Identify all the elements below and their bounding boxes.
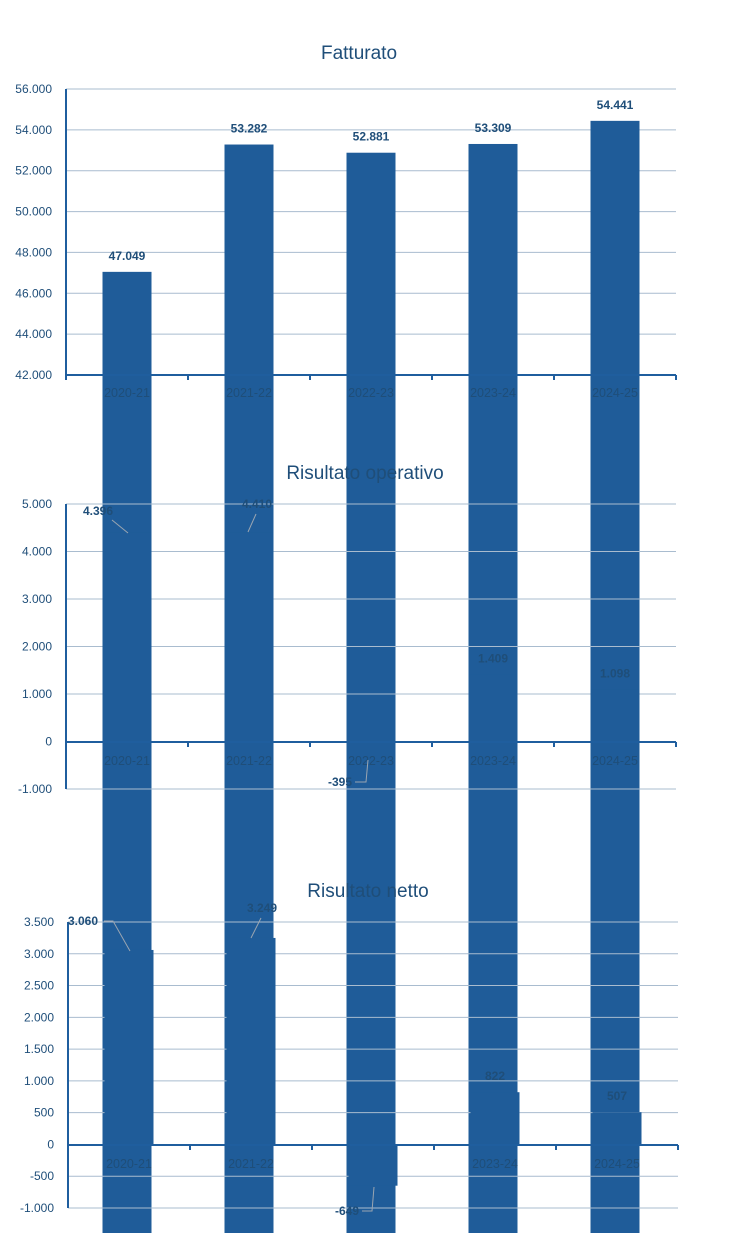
- chart2-bar-2021-22: [224, 532, 274, 742]
- chart2-category-label: 2021-22: [226, 754, 272, 768]
- chart3-data-label: -649: [335, 1204, 359, 1218]
- chart3-category-label: 2021-22: [228, 1157, 274, 1171]
- chart2-y-tick-label: 0: [45, 735, 52, 749]
- chart3-bar-2023-24: [470, 1092, 520, 1145]
- chart2-data-label: -395: [328, 775, 352, 789]
- chart1-y-tick-label: 56.000: [15, 82, 52, 96]
- chart3-data-label: 507: [607, 1089, 627, 1103]
- chart1-category-label: 2020-21: [104, 386, 150, 400]
- chart2-y-tick-label: 4.000: [22, 545, 52, 559]
- chart3-category-label: 2020-21: [106, 1157, 152, 1171]
- chart1-data-label: 52.881: [353, 130, 390, 144]
- chart1-category-label: 2022-23: [348, 386, 394, 400]
- chart1-title: Fatturato: [321, 43, 397, 64]
- chart3-y-tick-label: 3.000: [24, 947, 54, 961]
- chart1-y-tick-label: 54.000: [15, 123, 52, 137]
- chart2-y-tick-label: 2.000: [22, 640, 52, 654]
- chart3-bar-2021-22: [226, 937, 276, 1145]
- chart2-bar-2023-24: [468, 674, 518, 742]
- chart3-y-tick-label: 0: [47, 1137, 54, 1151]
- chart2-data-label: 4.410: [242, 497, 272, 511]
- chart2-leader-line: [247, 513, 257, 533]
- chart2-category-label: 2024-25: [592, 754, 638, 768]
- chart2-y-tick-label: 5.000: [22, 497, 52, 511]
- chart3-data-label: 3.060: [68, 914, 98, 928]
- chart2-leader-line: [111, 519, 129, 534]
- chart2-data-label: 4.396: [83, 504, 113, 518]
- chart3-bar-2022-23: [348, 1144, 398, 1186]
- chart3-leader-line: [250, 917, 262, 939]
- chart3-y-tick-label: 1.500: [24, 1042, 54, 1056]
- chart1-y-tick-label: 46.000: [15, 286, 52, 300]
- chart1-y-tick-label: 44.000: [15, 327, 52, 341]
- chart2-title: Risultato operativo: [286, 463, 443, 484]
- chart3-y-tick-label: -1.000: [20, 1201, 54, 1215]
- chart1-y-tick-label: 42.000: [15, 368, 52, 382]
- chart2-data-label: 1.409: [478, 652, 508, 666]
- chart3-y-tick-label: 2.000: [24, 1010, 54, 1024]
- chart2-y-tick-label: 1.000: [22, 687, 52, 701]
- chart3-data-label: 3.249: [247, 901, 277, 915]
- chart1-category-label: 2024-25: [592, 386, 638, 400]
- chart1-category-label: 2021-22: [226, 386, 272, 400]
- chart1-data-label: 47.049: [109, 249, 146, 263]
- chart3-y-tick-label: 1.000: [24, 1074, 54, 1088]
- chart3-y-tick-label: 500: [34, 1106, 54, 1120]
- chart2-bar-2020-21: [102, 532, 152, 742]
- chart3-y-tick-label: 3.500: [24, 915, 54, 929]
- chart3-leader-line: [104, 920, 131, 952]
- chart1-y-tick-label: 48.000: [15, 245, 52, 259]
- chart1-data-label: 53.309: [475, 121, 512, 135]
- chart1-bar-2024-25: [590, 120, 640, 1233]
- chart2-y-tick-label: 3.000: [22, 592, 52, 606]
- chart2-bar-2024-25: [590, 689, 640, 742]
- chart2-leader-line: [355, 759, 369, 783]
- chart3-title: Risultato netto: [307, 881, 428, 902]
- chart2-category-label: 2020-21: [104, 754, 150, 768]
- chart1-bar-2022-23: [346, 152, 396, 1234]
- chart1-y-tick-label: 50.000: [15, 205, 52, 219]
- chart3-y-tick-label: -500: [30, 1169, 54, 1183]
- chart1-category-label: 2023-24: [470, 386, 516, 400]
- chart3-category-label: 2024-25: [594, 1157, 640, 1171]
- chart3-leader-line: [362, 1186, 375, 1212]
- chart2-bar-2022-23: [346, 741, 396, 761]
- chart1-data-label: 54.441: [597, 98, 634, 112]
- chart1-data-label: 53.282: [231, 122, 268, 136]
- chart3-y-tick-label: 2.500: [24, 979, 54, 993]
- chart1-y-tick-label: 52.000: [15, 164, 52, 178]
- chart3-category-label: 2023-24: [472, 1157, 518, 1171]
- chart3-bar-2020-21: [104, 949, 154, 1145]
- chart3-data-label: 822: [485, 1069, 505, 1083]
- chart2-y-tick-label: -1.000: [18, 782, 52, 796]
- chart2-category-label: 2022-23: [348, 754, 394, 768]
- chart3-bar-2024-25: [592, 1112, 642, 1145]
- chart2-data-label: 1.098: [600, 666, 630, 680]
- chart2-category-label: 2023-24: [470, 754, 516, 768]
